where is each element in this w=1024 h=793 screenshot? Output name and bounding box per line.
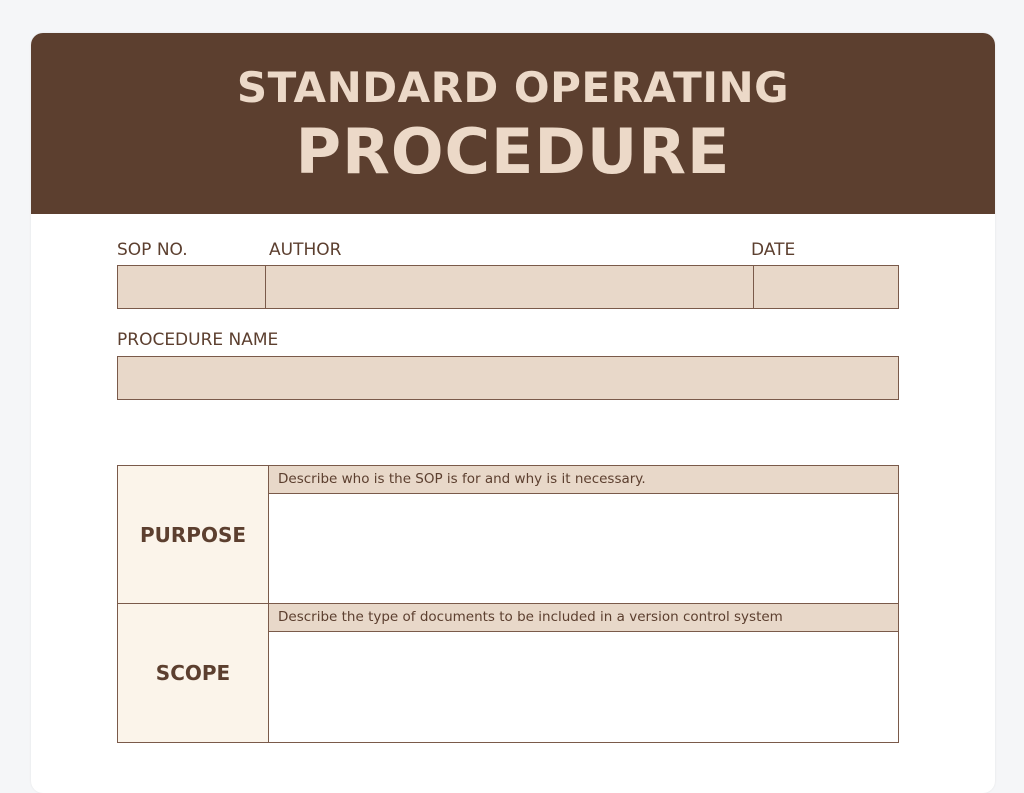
purpose-input[interactable] (269, 494, 898, 603)
procedure-name-field[interactable] (117, 356, 899, 400)
sop-no-label: SOP NO. (117, 240, 188, 260)
date-label: DATE (751, 240, 796, 260)
author-label: AUTHOR (269, 240, 342, 260)
purpose-hint: Describe who is the SOP is for and why i… (269, 466, 898, 494)
scope-label: SCOPE (118, 604, 269, 742)
scope-input[interactable] (269, 632, 898, 742)
title-line-1: STANDARD OPERATING (236, 63, 790, 112)
divider (265, 266, 266, 308)
purpose-row: PURPOSE Describe who is the SOP is for a… (118, 466, 898, 604)
info-row (117, 265, 899, 309)
divider (753, 266, 754, 308)
sections-table: PURPOSE Describe who is the SOP is for a… (117, 465, 899, 743)
purpose-label: PURPOSE (118, 466, 269, 603)
sop-document: STANDARD OPERATING PROCEDURE SOP NO. AUT… (31, 33, 995, 793)
scope-row: SCOPE Describe the type of documents to … (118, 604, 898, 742)
document-header: STANDARD OPERATING PROCEDURE (31, 33, 995, 214)
scope-hint: Describe the type of documents to be inc… (269, 604, 898, 632)
procedure-name-label: PROCEDURE NAME (117, 330, 279, 350)
title-line-2: PROCEDURE (295, 115, 731, 188)
sop-no-field[interactable] (118, 266, 265, 308)
author-field[interactable] (266, 266, 753, 308)
date-field[interactable] (754, 266, 898, 308)
